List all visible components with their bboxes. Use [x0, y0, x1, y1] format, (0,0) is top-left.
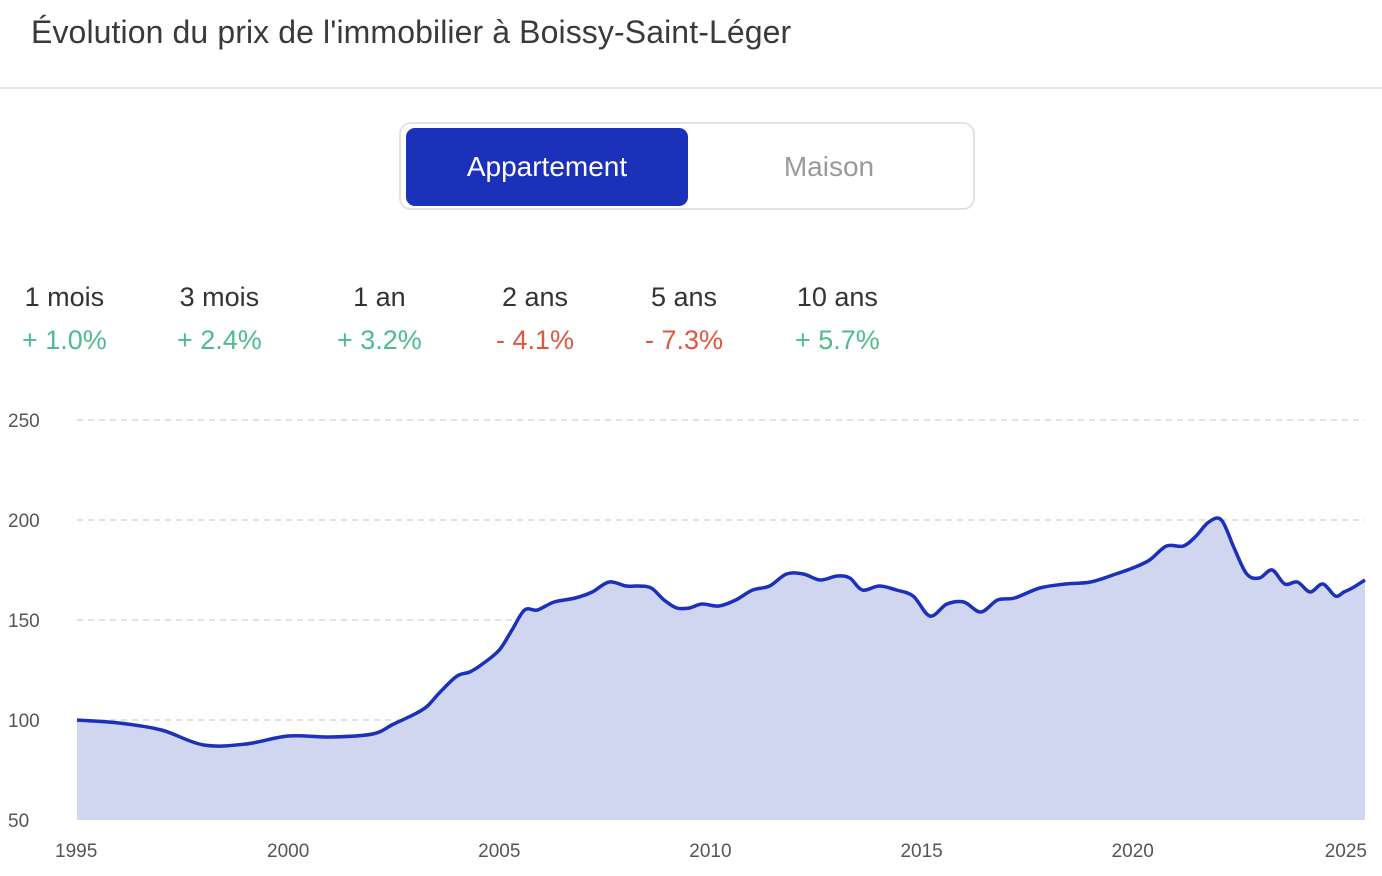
header-divider	[0, 87, 1382, 89]
toggle-appartement-button[interactable]: Appartement	[406, 128, 688, 206]
period-value: + 1.0%	[22, 325, 107, 355]
period-label: 10 ans	[796, 282, 878, 312]
toggle-maison-button[interactable]: Maison	[783, 151, 875, 182]
x-tick-label: 2025	[1325, 841, 1367, 862]
x-tick-label: 2010	[689, 841, 731, 862]
period-label: 5 ans	[650, 282, 718, 312]
x-tick-label: 1995	[55, 841, 97, 862]
period-variations: 1 mois + 1.0% 3 mois + 2.4% 1 an + 3.2% …	[0, 282, 1000, 372]
period-5-ans: 5 ans - 7.3%	[645, 282, 723, 356]
y-tick-label: 150	[8, 611, 40, 632]
period-label: 3 mois	[179, 282, 260, 312]
y-tick-label: 100	[8, 711, 40, 732]
period-10-ans: 10 ans + 5.7%	[795, 282, 880, 356]
period-value: - 7.3%	[645, 325, 724, 355]
period-value: + 5.7%	[795, 325, 880, 355]
x-tick-label: 2005	[478, 841, 520, 862]
period-3-mois: 3 mois + 2.4%	[177, 282, 262, 356]
x-tick-label: 2015	[900, 841, 942, 862]
y-tick-label: 250	[8, 411, 40, 432]
period-2-ans: 2 ans - 4.1%	[496, 282, 574, 356]
x-tick-label: 2000	[267, 841, 309, 862]
period-1-mois: 1 mois + 1.0%	[22, 282, 107, 356]
x-tick-label: 2020	[1112, 841, 1154, 862]
y-tick-label: 50	[8, 811, 29, 832]
period-value: + 3.2%	[337, 325, 422, 355]
period-value: - 4.1%	[496, 325, 575, 355]
page-title: Évolution du prix de l'immobilier à Bois…	[31, 14, 792, 50]
price-line	[76, 516, 1366, 748]
y-axis-ticks: 50 100 150 200 250	[8, 411, 40, 832]
price-chart: 50 100 150 200 250 1995 2000 2005 2010 2015 2020 2…	[8, 411, 1367, 862]
period-label: 1 mois	[24, 282, 105, 312]
period-label: 1 an	[353, 282, 406, 312]
period-label: 2 ans	[501, 282, 569, 312]
property-type-toggle: Appartement Maison	[399, 122, 975, 210]
x-axis-ticks: 1995 2000 2005 2010 2015 2020 2025	[55, 841, 1367, 862]
period-value: + 2.4%	[177, 325, 262, 355]
y-tick-label: 200	[8, 511, 40, 532]
price-area	[77, 518, 1365, 820]
period-1-an: 1 an + 3.2%	[337, 282, 422, 356]
